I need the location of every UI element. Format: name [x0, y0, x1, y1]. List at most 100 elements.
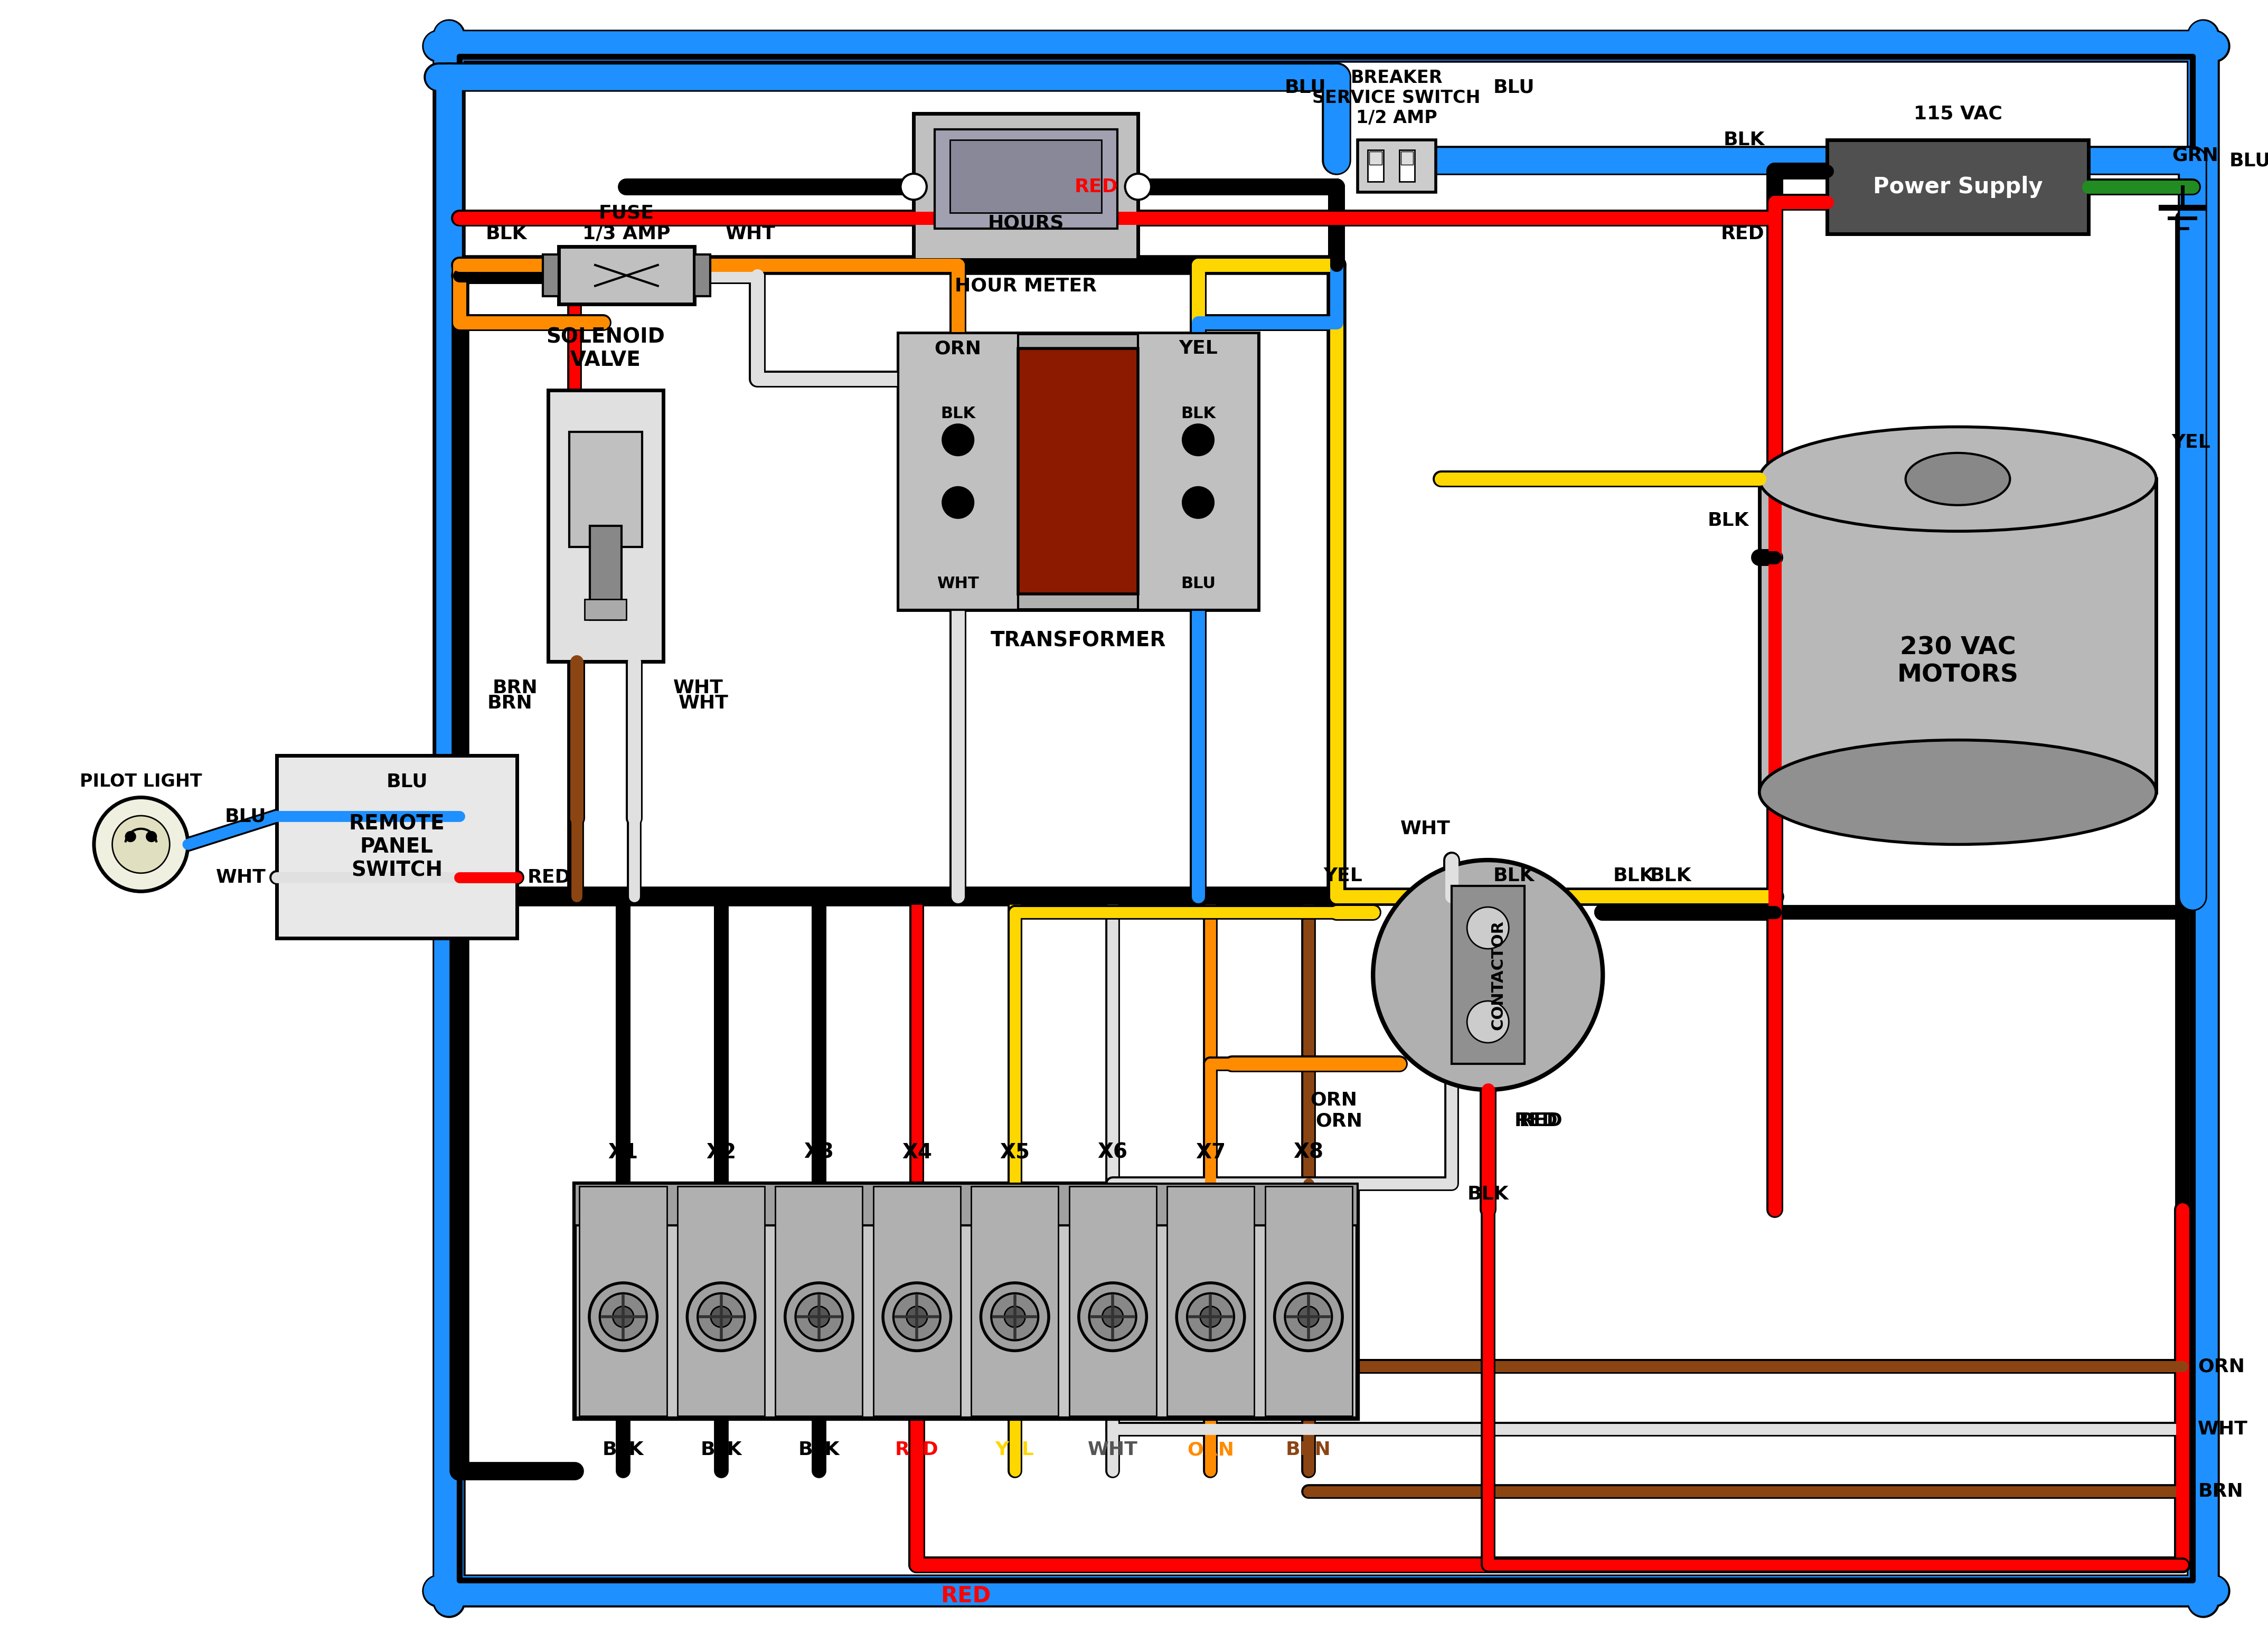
Text: WHT: WHT [2198, 1420, 2248, 1438]
Text: BLK: BLK [1708, 511, 1749, 529]
Text: BLK: BLK [485, 225, 526, 243]
Circle shape [612, 1306, 633, 1327]
Bar [542, 255, 558, 296]
Bar [558, 247, 694, 304]
Text: ORN: ORN [1311, 1092, 1356, 1109]
Bar [574, 1183, 1356, 1226]
Circle shape [1467, 907, 1508, 949]
Text: RED: RED [1721, 225, 1765, 243]
Text: X7: X7 [1195, 1142, 1225, 1162]
Text: X4: X4 [903, 1142, 932, 1162]
Text: ORN: ORN [2198, 1358, 2245, 1376]
Text: RED: RED [896, 1441, 939, 1459]
Text: BLK: BLK [1207, 178, 1247, 196]
Bar [1368, 150, 1383, 181]
Text: WHT: WHT [1399, 820, 1449, 838]
Text: Power Supply: Power Supply [1873, 175, 2043, 198]
Circle shape [590, 1283, 658, 1351]
Bar [914, 114, 1139, 260]
Circle shape [1297, 1306, 1320, 1327]
Text: BLK: BLK [1182, 407, 1216, 422]
Text: YEL: YEL [1325, 866, 1363, 884]
Text: X8: X8 [1293, 1142, 1325, 1162]
Text: WHT: WHT [726, 225, 776, 243]
Text: BREAKER
SERVICE SWITCH
1/2 AMP: BREAKER SERVICE SWITCH 1/2 AMP [1313, 69, 1481, 127]
Text: BLK: BLK [603, 1441, 644, 1459]
Text: TRANSFORMER: TRANSFORMER [991, 631, 1166, 650]
Text: BLK: BLK [1649, 866, 1692, 884]
Text: PILOT LIGHT: PILOT LIGHT [79, 773, 202, 791]
Bar [898, 333, 1018, 609]
Ellipse shape [1760, 426, 2157, 531]
Text: YEL: YEL [1179, 340, 1218, 358]
Text: BLU: BLU [225, 807, 265, 825]
Bar [581, 1186, 667, 1417]
Circle shape [907, 1306, 928, 1327]
Text: X6: X6 [1098, 1142, 1127, 1162]
Text: 115 VAC: 115 VAC [1914, 105, 2003, 123]
Text: WHT: WHT [937, 575, 980, 592]
Circle shape [1275, 1283, 1343, 1351]
Text: GRN: GRN [2173, 147, 2218, 165]
Circle shape [1005, 1306, 1025, 1327]
Bar [1402, 152, 1413, 165]
Text: BLU: BLU [1182, 575, 1216, 592]
Circle shape [93, 797, 188, 892]
Text: BRN: BRN [488, 694, 533, 712]
Circle shape [785, 1283, 853, 1351]
Circle shape [894, 1292, 941, 1340]
Text: FUSE
1/3 AMP: FUSE 1/3 AMP [583, 204, 671, 242]
Circle shape [687, 1283, 755, 1351]
Text: BLK: BLK [798, 1441, 839, 1459]
Circle shape [900, 173, 928, 199]
Text: WHT: WHT [678, 694, 728, 712]
Ellipse shape [1905, 453, 2009, 505]
Bar [585, 600, 626, 619]
Circle shape [111, 815, 170, 873]
Text: BLK: BLK [805, 178, 846, 196]
Circle shape [882, 1283, 950, 1351]
Bar [1266, 1186, 1352, 1417]
Bar [569, 431, 642, 547]
Bar [971, 1186, 1059, 1417]
Text: BLU: BLU [1492, 78, 1535, 96]
Text: WHT: WHT [215, 868, 265, 886]
Circle shape [1467, 1002, 1508, 1042]
Bar [1018, 348, 1139, 593]
Text: RED: RED [1515, 1113, 1558, 1131]
Text: BLK: BLK [1492, 866, 1535, 884]
Circle shape [941, 487, 973, 518]
Circle shape [1372, 859, 1603, 1090]
Text: X1: X1 [608, 1142, 637, 1162]
Bar [549, 391, 662, 662]
Bar [950, 141, 1102, 212]
Bar [1166, 1186, 1254, 1417]
Bar [776, 1186, 862, 1417]
Text: YEL: YEL [2173, 433, 2211, 451]
Text: X3: X3 [803, 1142, 835, 1162]
Circle shape [710, 1306, 733, 1327]
Circle shape [699, 1292, 744, 1340]
Circle shape [991, 1292, 1039, 1340]
Text: WHT: WHT [1089, 1441, 1139, 1459]
Bar [1139, 333, 1259, 609]
Circle shape [980, 1283, 1048, 1351]
Bar [1370, 152, 1381, 165]
Text: BLU: BLU [1284, 78, 1327, 96]
Circle shape [1177, 1283, 1245, 1351]
Text: X2: X2 [705, 1142, 737, 1162]
Text: RED: RED [526, 868, 572, 886]
Circle shape [1080, 1283, 1148, 1351]
Bar [590, 526, 621, 619]
Text: BRN: BRN [492, 678, 538, 696]
Text: BLK: BLK [701, 1441, 742, 1459]
Bar [873, 1186, 962, 1417]
Text: ORN: ORN [1315, 1113, 1363, 1131]
Circle shape [599, 1292, 646, 1340]
Bar [1068, 1186, 1157, 1417]
Bar [1356, 141, 1436, 191]
Circle shape [796, 1292, 841, 1340]
Circle shape [1186, 1292, 1234, 1340]
Text: HOUR METER: HOUR METER [955, 276, 1098, 294]
Circle shape [941, 425, 973, 456]
